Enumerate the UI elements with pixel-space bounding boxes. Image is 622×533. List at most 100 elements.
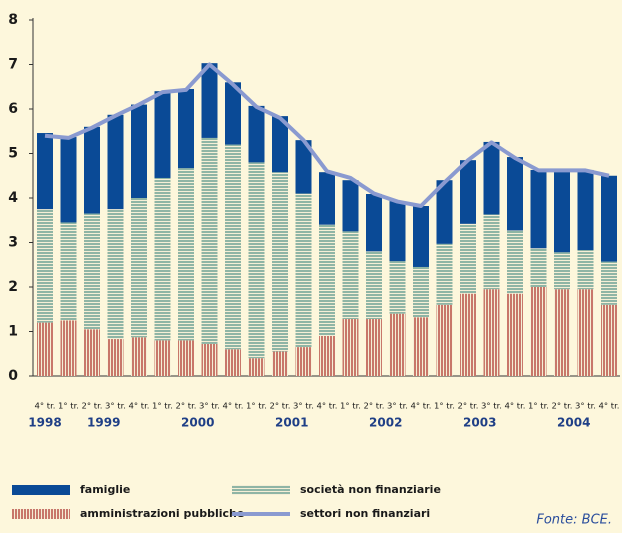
bar [154,177,171,341]
legend-swatch [12,509,70,519]
bar [248,105,265,163]
bar [577,169,594,251]
bar [601,175,617,262]
bar [84,329,100,376]
year-label: 1998 [28,416,61,430]
bar [201,63,218,138]
x-tick-label: 3° tr. [105,402,126,411]
x-tick-label: 3° tr. [199,402,220,411]
bar [601,261,617,305]
legend-label: società non finanziarie [300,483,441,496]
bar [460,223,476,294]
legend-swatch [12,485,70,495]
bar [507,230,523,294]
x-tick-label: 4° tr. [317,402,338,411]
y-tick-label: 3 [8,235,18,251]
year-label: 2003 [463,416,496,430]
bar [530,287,547,376]
bar [483,289,500,376]
bar [554,252,570,290]
bar [272,172,288,352]
legend-label: amministrazioni pubbliche [80,507,244,520]
x-tick-label: 2° tr. [552,402,573,411]
bar [178,88,194,169]
bar [107,114,124,210]
bar [107,209,124,340]
year-label: 2000 [181,416,214,430]
year-label: 2002 [369,416,402,430]
year-label: 1999 [87,416,120,430]
y-tick-label: 0 [8,368,18,384]
x-tick-label: 1° tr. [528,402,549,411]
bar [178,168,194,341]
bar [60,320,77,376]
bar [131,337,147,376]
y-tick-label: 7 [8,57,18,73]
x-tick-label: 3° tr. [481,402,502,411]
year-label: 2001 [275,416,308,430]
x-tick-label: 4° tr. [223,402,244,411]
x-tick-label: 1° tr. [246,402,267,411]
bar [483,214,500,290]
bar [295,140,312,194]
bar [225,349,241,376]
bar [577,250,594,290]
bar [577,289,594,376]
bar [436,304,453,376]
bar [154,91,171,178]
bar [225,82,241,145]
bar [131,198,147,338]
bar [413,317,429,376]
bar [37,209,53,323]
bar [342,319,359,376]
bar [60,222,77,321]
bar [84,213,100,330]
x-tick-label: 1° tr. [58,402,79,411]
x-tick-label: 4° tr. [599,402,620,411]
bar [530,248,547,287]
bar [436,243,453,305]
bar [295,193,312,348]
bar [460,160,476,224]
bar [201,137,218,344]
bar [154,340,171,376]
bar [107,339,124,376]
x-tick-label: 2° tr. [270,402,291,411]
bar [319,172,335,225]
y-tick-label: 5 [8,146,18,162]
x-tick-label: 1° tr. [152,402,173,411]
x-tick-label: 4° tr. [411,402,432,411]
bar [389,201,406,262]
year-label: 2004 [557,416,590,430]
bar [366,251,382,320]
y-tick-label: 1 [8,324,18,340]
x-tick-label: 3° tr. [387,402,408,411]
legend-swatch [232,485,290,495]
bar [389,313,406,376]
bar [366,193,382,252]
legend-label: famiglie [80,483,130,496]
x-tick-label: 4° tr. [505,402,526,411]
bar [37,322,53,376]
bar [366,319,382,376]
bar [319,224,335,336]
bar [225,144,241,350]
x-tick-label: 3° tr. [293,402,314,411]
bar [436,180,453,244]
bar [413,206,429,267]
bar [272,116,288,173]
y-tick-label: 6 [8,101,18,117]
x-tick-label: 3° tr. [575,402,596,411]
bar [295,347,312,376]
bar [84,126,100,214]
x-tick-label: 1° tr. [340,402,361,411]
bar [507,293,523,376]
bar [248,162,265,359]
bar [342,180,359,232]
bar [483,141,500,215]
source: Fonte: BCE. [536,513,612,528]
bar [507,157,523,231]
bar [201,343,218,376]
y-tick-label: 8 [8,12,18,28]
bar [413,266,429,318]
